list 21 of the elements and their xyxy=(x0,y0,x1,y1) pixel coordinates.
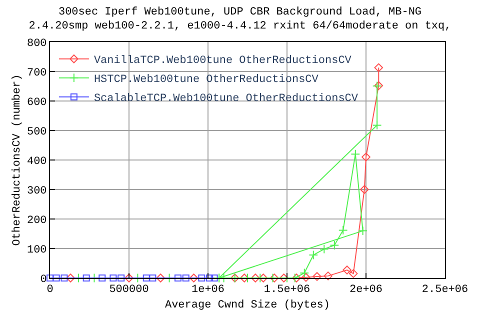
chart-title: 300sec Iperf Web100tune, UDP CBR Background Load, MB-NG xyxy=(58,6,422,18)
y-tick-label: 800 xyxy=(26,38,47,50)
x-tick-label: 1e+06 xyxy=(191,284,225,296)
legend-label: VanillaTCP.Web100tune OtherReductionsCV xyxy=(94,55,352,68)
y-tick-label: 400 xyxy=(26,156,47,168)
y-tick-label: 0 xyxy=(40,274,47,286)
legend-label: ScalableTCP.Web100tune OtherReductionsCV xyxy=(94,93,358,106)
y-tick-label: 500 xyxy=(26,126,47,138)
y-tick-label: 700 xyxy=(26,67,47,80)
y-tick-label: 200 xyxy=(26,214,47,227)
y-tick-label: 600 xyxy=(26,96,47,109)
legend-label: HSTCP.Web100tune OtherReductionsCV xyxy=(94,74,319,86)
x-tick-label: 2.5e+06 xyxy=(422,284,468,296)
x-tick-label: 500000 xyxy=(109,284,149,296)
x-axis-title: Average Cwnd Size (bytes) xyxy=(164,299,330,312)
y-axis-title: OtherReductionsCV (number) xyxy=(12,74,24,246)
y-tick-label: 300 xyxy=(26,185,47,198)
y-tick-label: 100 xyxy=(26,244,47,256)
x-tick-label: 2e+06 xyxy=(349,284,383,296)
chart-subtitle: 2.4.20smp web100-2.2.1, e1000-4.4.12 rxint 64/64moderate on txq, xyxy=(28,20,452,33)
x-tick-label: 1.5e+06 xyxy=(264,284,310,296)
